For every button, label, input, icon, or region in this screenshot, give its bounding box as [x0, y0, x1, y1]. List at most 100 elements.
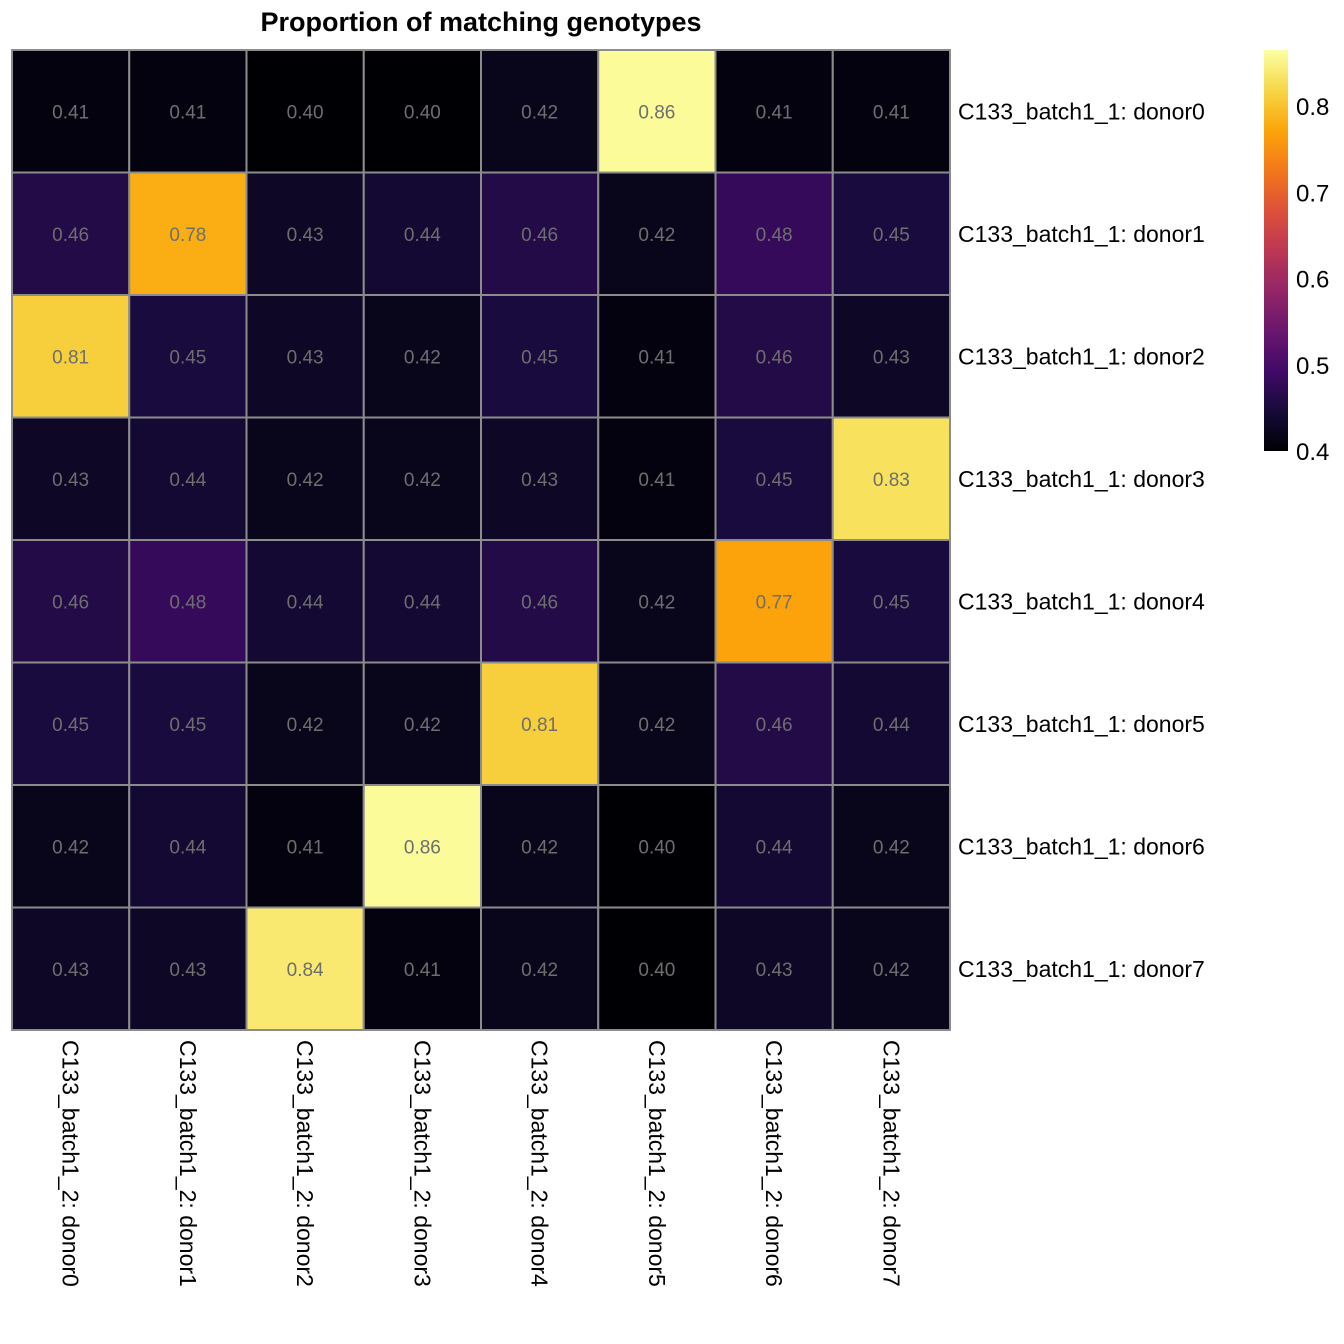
cell-value-label: 0.46	[521, 225, 558, 246]
colorbar-gradient	[1264, 50, 1288, 451]
cell-value-label: 0.42	[638, 592, 675, 613]
cell-value-label: 0.43	[756, 960, 793, 981]
heatmap-cell	[245, 784, 365, 909]
colorbar-tick-label: 0.4	[1296, 439, 1329, 466]
colorbar-tick-label: 0.7	[1296, 180, 1329, 207]
cell-value-label: 0.44	[404, 592, 441, 613]
heatmap-cell	[597, 171, 717, 296]
row-label: C133_batch1_1: donor4	[958, 588, 1205, 614]
heatmap-cell	[128, 661, 248, 786]
cell-value-label: 0.42	[521, 837, 558, 858]
heatmap-cell	[128, 171, 248, 296]
cell-value-label: 0.42	[521, 960, 558, 981]
cell-value-label: 0.40	[404, 102, 441, 123]
heatmap-cell	[480, 906, 600, 1031]
heatmap-cell	[128, 49, 248, 174]
cell-value-label: 0.46	[52, 592, 89, 613]
colorbar-tick-label: 0.8	[1296, 94, 1329, 121]
cell-value-label: 0.42	[873, 960, 910, 981]
cell-value-label: 0.43	[169, 960, 206, 981]
cell-value-label: 0.46	[521, 592, 558, 613]
row-label: C133_batch1_1: donor1	[958, 221, 1205, 247]
heatmap-cell	[11, 49, 131, 174]
cell-value-label: 0.40	[638, 960, 675, 981]
cell-value-label: 0.43	[287, 225, 324, 246]
heatmap-cell	[480, 784, 600, 909]
heatmap-cell	[714, 416, 834, 541]
heatmap-cell	[128, 906, 248, 1031]
heatmap-cell	[128, 294, 248, 419]
cell-value-label: 0.43	[52, 470, 89, 491]
heatmap-cell	[11, 784, 131, 909]
heatmap-cell	[480, 661, 600, 786]
column-label: C133_batch1_2: donor0	[58, 1040, 84, 1287]
cell-value-label: 0.41	[169, 102, 206, 123]
heatmap-cell	[597, 294, 717, 419]
heatmap-cell	[362, 294, 482, 419]
heatmap-cell	[597, 49, 717, 174]
heatmap-cell	[480, 294, 600, 419]
heatmap-cell	[831, 49, 951, 174]
cell-value-label: 0.45	[873, 225, 910, 246]
cell-value-label: 0.41	[873, 102, 910, 123]
cell-value-label: 0.42	[404, 347, 441, 368]
cell-value-label: 0.48	[756, 225, 793, 246]
cell-value-label: 0.45	[52, 715, 89, 736]
heatmap-cell	[128, 784, 248, 909]
heatmap-cell	[831, 294, 951, 419]
cell-value-label: 0.40	[638, 837, 675, 858]
cell-value-label: 0.44	[169, 837, 206, 858]
heatmap-cell	[11, 294, 131, 419]
column-label: C133_batch1_2: donor4	[527, 1040, 553, 1287]
cell-value-label: 0.42	[521, 102, 558, 123]
cell-value-label: 0.46	[756, 347, 793, 368]
heatmap-cell	[831, 171, 951, 296]
cell-value-label: 0.41	[404, 960, 441, 981]
cell-value-label: 0.46	[52, 225, 89, 246]
heatmap-cell	[831, 539, 951, 664]
colorbar-tick-label: 0.6	[1296, 267, 1329, 294]
heatmap-cell	[362, 906, 482, 1031]
heatmap-cell	[480, 539, 600, 664]
cell-value-label: 0.83	[873, 470, 910, 491]
cell-value-label: 0.41	[638, 470, 675, 491]
column-label: C133_batch1_2: donor5	[644, 1040, 670, 1287]
cell-value-label: 0.78	[169, 225, 206, 246]
heatmap-cell	[831, 661, 951, 786]
cell-value-label: 0.44	[873, 715, 910, 736]
chart-title: Proportion of matching genotypes	[260, 7, 701, 37]
column-label: C133_batch1_2: donor3	[409, 1040, 435, 1287]
cell-value-label: 0.44	[756, 837, 793, 858]
row-label: C133_batch1_1: donor3	[958, 466, 1205, 492]
cell-value-label: 0.40	[287, 102, 324, 123]
cell-value-label: 0.45	[169, 347, 206, 368]
heatmap-cell	[831, 784, 951, 909]
cell-value-label: 0.46	[756, 715, 793, 736]
row-labels: C133_batch1_1: donor0 C133_batch1_1: dono…	[958, 98, 1205, 982]
cell-value-label: 0.45	[521, 347, 558, 368]
cell-value-label: 0.48	[169, 592, 206, 613]
heatmap-cell	[597, 906, 717, 1031]
cell-value-label: 0.81	[521, 715, 558, 736]
heatmap-cell	[597, 784, 717, 909]
cell-value-label: 0.42	[638, 225, 675, 246]
colorbar-legend: 0.4 0.5 0.6 0.7 0.8	[1264, 50, 1329, 466]
cell-value-label: 0.86	[404, 837, 441, 858]
heatmap-cell	[831, 906, 951, 1031]
cell-value-label: 0.43	[287, 347, 324, 368]
cell-value-label: 0.42	[52, 837, 89, 858]
column-labels: C133_batch1_2: donor0 C133_batch1_2: dono…	[58, 1040, 905, 1287]
cell-value-label: 0.42	[287, 715, 324, 736]
cell-value-label: 0.42	[404, 470, 441, 491]
colorbar-tick-label: 0.5	[1296, 353, 1329, 380]
cell-value-label: 0.41	[638, 347, 675, 368]
heatmap-cell	[362, 539, 482, 664]
heatmap-cell	[362, 416, 482, 541]
cell-value-label: 0.43	[873, 347, 910, 368]
cell-value-label: 0.45	[756, 470, 793, 491]
heatmap-cell	[362, 171, 482, 296]
row-label: C133_batch1_1: donor6	[958, 833, 1205, 859]
heatmap-cell	[714, 294, 834, 419]
cell-value-label: 0.41	[756, 102, 793, 123]
